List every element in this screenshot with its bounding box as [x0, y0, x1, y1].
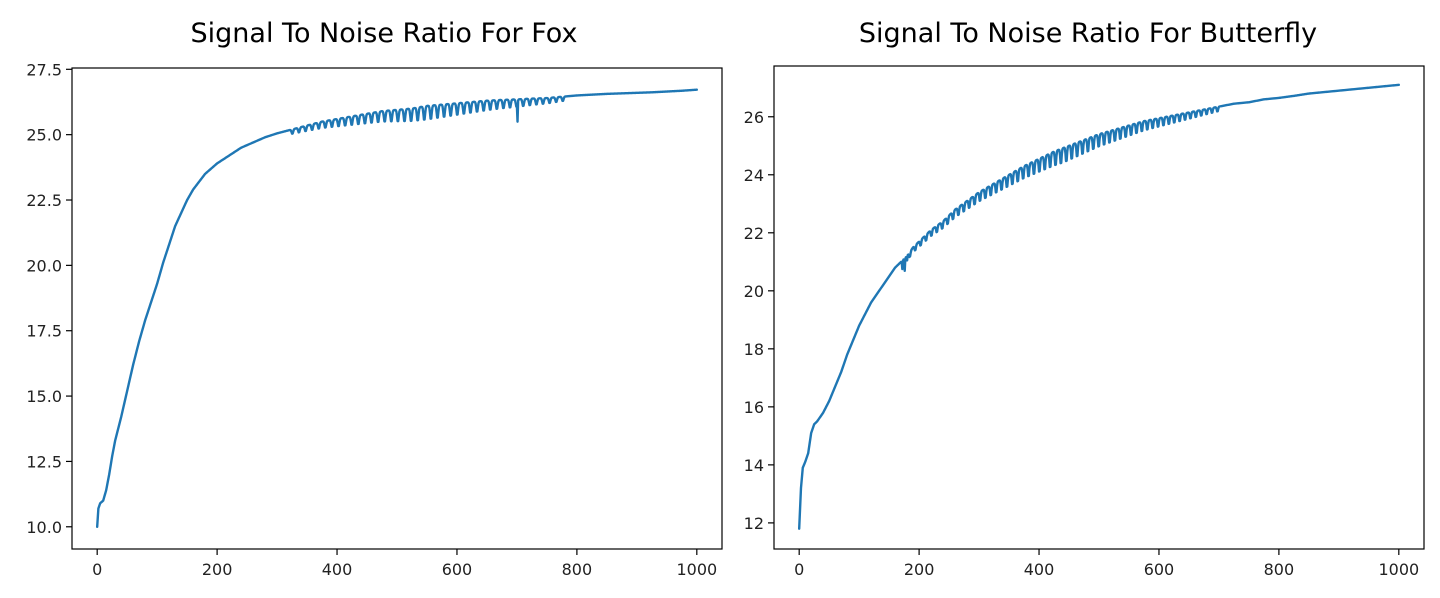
x-tick-label: 1000 [1378, 560, 1419, 579]
y-tick-label: 17.5 [26, 322, 62, 341]
chart-title: Signal To Noise Ratio For Butterfly [859, 18, 1317, 49]
y-tick-label: 25.0 [26, 126, 62, 145]
y-tick-label: 22 [744, 224, 764, 243]
x-tick-label: 200 [904, 560, 935, 579]
y-tick-label: 12.5 [26, 452, 62, 471]
x-tick-label: 0 [794, 560, 804, 579]
x-tick-label: 600 [1144, 560, 1175, 579]
y-tick-label: 12 [744, 514, 764, 533]
x-axis: 0 200 400 600 800 1000 [92, 549, 717, 579]
x-axis: 0 200 400 600 800 1000 [794, 549, 1419, 579]
chart-fox: Signal To Noise Ratio For Fox 10.0 12.5 15… [26, 18, 723, 579]
y-tick-label: 10.0 [26, 518, 62, 537]
chart-title: Signal To Noise Ratio For Fox [191, 18, 578, 49]
x-tick-label: 800 [562, 560, 593, 579]
x-tick-label: 400 [1024, 560, 1055, 579]
x-tick-label: 200 [202, 560, 233, 579]
y-tick-label: 26 [744, 108, 764, 127]
axes-frame [773, 65, 1425, 550]
series-line-snr [797, 83, 1401, 530]
x-tick-label: 400 [322, 560, 353, 579]
y-tick-label: 15.0 [26, 387, 62, 406]
y-tick-label: 20 [744, 282, 764, 301]
series-line-snr [95, 88, 699, 528]
x-tick-label: 600 [442, 560, 473, 579]
y-tick-label: 22.5 [26, 191, 62, 210]
chart-butterfly-svg: Signal To Noise Ratio For Butterfly 12 14… [744, 18, 1425, 579]
y-tick-label: 16 [744, 398, 764, 417]
y-axis: 12 14 16 18 20 22 24 26 [744, 108, 774, 533]
y-axis: 10.0 12.5 15.0 17.5 20.0 22.5 25.0 27.5 [26, 60, 72, 537]
x-tick-label: 800 [1264, 560, 1295, 579]
y-tick-label: 27.5 [26, 60, 62, 79]
y-tick-label: 14 [744, 456, 764, 475]
chart-butterfly: Signal To Noise Ratio For Butterfly 12 14… [728, 0, 1440, 598]
y-tick-label: 20.0 [26, 256, 62, 275]
y-tick-label: 18 [744, 340, 764, 359]
y-tick-label: 24 [744, 166, 764, 185]
x-tick-label: 1000 [676, 560, 717, 579]
axes-frame [71, 67, 723, 550]
x-tick-label: 0 [92, 560, 102, 579]
chart-fox-svg: Signal To Noise Ratio For Fox 10.0 12.5 15… [26, 18, 723, 579]
